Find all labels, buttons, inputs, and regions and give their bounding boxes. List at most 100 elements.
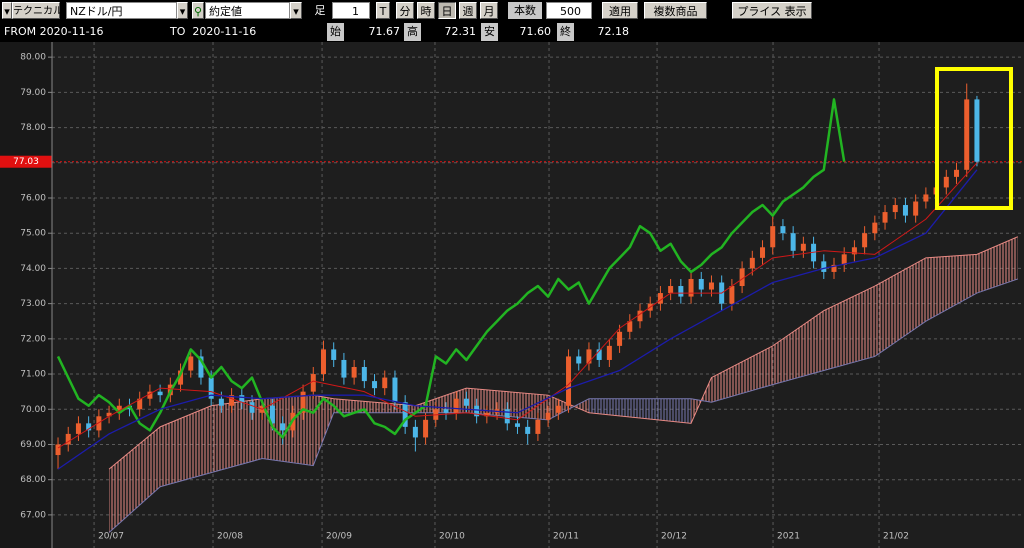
candle-body xyxy=(637,310,643,322)
candle-body xyxy=(75,423,81,434)
candle-body xyxy=(504,409,510,424)
period-button[interactable]: 週 xyxy=(459,2,477,19)
y-tick-label: 70.00 xyxy=(20,405,46,415)
candle-body xyxy=(280,423,286,431)
period-button[interactable]: 日 xyxy=(438,2,456,19)
technical-button[interactable]: テクニカル xyxy=(12,2,63,19)
multi-button[interactable]: 複数商品 xyxy=(644,2,707,19)
candle-body xyxy=(708,282,714,290)
period-button[interactable]: 時 xyxy=(417,2,435,19)
indicator-line xyxy=(57,169,978,470)
period-button[interactable]: 月 xyxy=(480,2,498,19)
price-display-button[interactable]: プライス 表示 xyxy=(732,2,812,19)
candle-body xyxy=(443,409,449,413)
candle-body xyxy=(137,398,143,410)
candle-body xyxy=(310,374,316,392)
price-type-arrow[interactable]: ▾ xyxy=(290,2,302,19)
to-date: TO 2020-11-16 xyxy=(170,25,257,38)
period-button[interactable]: 分 xyxy=(396,2,414,19)
x-tick-label: 20/07 xyxy=(98,532,124,542)
candle-body xyxy=(423,419,429,438)
y-tick-label: 73.00 xyxy=(20,299,46,309)
candle-body xyxy=(239,395,245,403)
y-tick-label: 76.00 xyxy=(20,193,46,203)
candle-body xyxy=(229,395,235,406)
cloud-segment xyxy=(925,254,977,322)
y-tick-label: 75.00 xyxy=(20,229,46,239)
period-button[interactable]: T xyxy=(376,2,390,19)
candle-body xyxy=(760,247,766,258)
bar-label: 足 xyxy=(314,4,326,17)
candle-body xyxy=(657,293,663,304)
indicator-line xyxy=(57,162,978,449)
symbol-select[interactable]: NZドル/円 xyxy=(66,2,177,19)
current-price-box xyxy=(0,155,52,168)
cloud-segment xyxy=(160,405,212,487)
candle-body xyxy=(106,412,112,417)
price-type-select[interactable]: 約定値 xyxy=(205,2,290,19)
candle-body xyxy=(668,286,674,294)
candle-body xyxy=(576,356,582,364)
candle-body xyxy=(382,377,388,389)
candle-body xyxy=(688,278,694,297)
candle-body xyxy=(872,222,878,234)
y-tick-label: 80.00 xyxy=(20,53,46,63)
cloud-segment xyxy=(211,398,263,473)
low-label: 安 xyxy=(481,23,498,41)
candle-body xyxy=(157,391,163,396)
candle-body xyxy=(923,194,929,202)
candle-body xyxy=(862,233,868,248)
candle-body xyxy=(188,356,194,371)
current-price-label: 77.03 xyxy=(13,157,39,167)
candle-body xyxy=(596,349,602,360)
candle-body xyxy=(55,444,61,456)
candle-body xyxy=(96,416,102,431)
cloud-segment xyxy=(711,345,773,403)
close-label: 終 xyxy=(557,23,574,41)
candle-body xyxy=(821,261,827,272)
x-tick-label: 2021 xyxy=(777,532,800,542)
x-tick-label: 20/10 xyxy=(439,532,465,542)
candle-body xyxy=(678,286,684,297)
candle-body xyxy=(372,381,378,389)
y-tick-label: 67.00 xyxy=(20,510,46,520)
candle-body xyxy=(729,286,735,304)
open-label: 始 xyxy=(327,23,344,41)
y-tick-label: 71.00 xyxy=(20,370,46,380)
candle-body xyxy=(749,257,755,269)
axes: 67.00 68.00 69.00 70.00 71.00 72.00 73.00 74.00… xyxy=(0,53,909,542)
count-input[interactable]: 500 xyxy=(546,2,592,19)
bar-input[interactable]: 1 xyxy=(332,2,370,19)
candle-body xyxy=(739,268,745,287)
candle-body xyxy=(392,377,398,403)
cloud-segment xyxy=(823,286,875,371)
candle-body xyxy=(320,349,326,375)
close-value: 72.18 xyxy=(597,25,630,38)
candle-body xyxy=(964,99,970,170)
cloud-segment xyxy=(109,426,161,533)
y-axis-area xyxy=(0,42,52,548)
x-tick-label: 20/08 xyxy=(217,532,243,542)
candle-body xyxy=(841,254,847,265)
candle-body xyxy=(555,405,561,413)
candle-body xyxy=(514,423,520,427)
y-tick-label: 69.00 xyxy=(20,440,46,450)
candle-body xyxy=(116,405,122,413)
search-button[interactable]: ⚲ xyxy=(192,2,204,19)
candle-body xyxy=(208,377,214,399)
symbol-arrow[interactable]: ▾ xyxy=(177,2,188,19)
open-value: 71.67 xyxy=(368,25,401,38)
candle-body xyxy=(974,99,980,162)
apply-button[interactable]: 適用 xyxy=(602,2,638,19)
candle-body xyxy=(831,264,837,272)
candle-body xyxy=(780,226,786,234)
candle-body xyxy=(453,398,459,413)
candle-body xyxy=(147,391,153,399)
candle-body xyxy=(65,433,71,445)
candle-body xyxy=(341,359,347,378)
candle-body xyxy=(218,398,224,406)
menu-arrow[interactable]: ▾ xyxy=(2,2,12,19)
y-tick-label: 74.00 xyxy=(20,264,46,274)
candle-body xyxy=(178,370,184,385)
